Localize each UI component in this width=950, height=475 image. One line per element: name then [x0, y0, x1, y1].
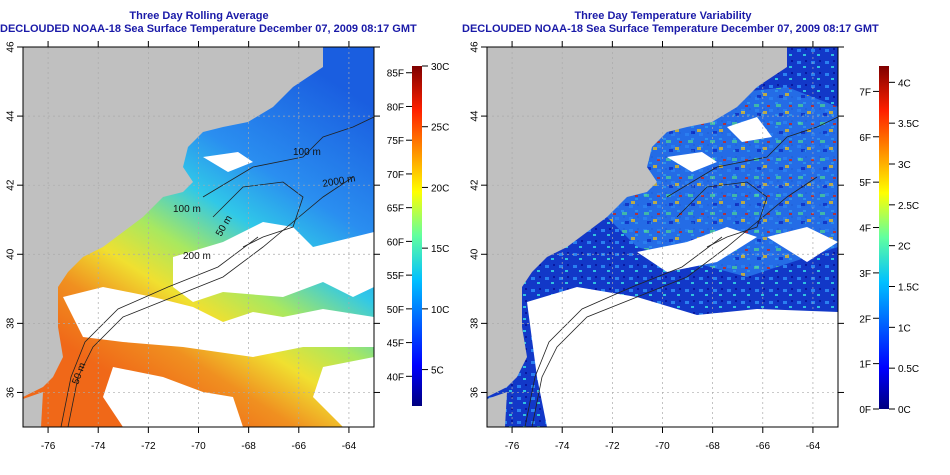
colorbar-label-fahrenheit: 2F: [859, 314, 871, 325]
colorbar-label-celsius: 0.5C: [898, 364, 919, 375]
lat-tick-label: 44: [470, 110, 481, 122]
colorbar-label-celsius: 5C: [431, 366, 444, 377]
lat-tick-label: 42: [6, 179, 17, 191]
colorbar-label-fahrenheit: 70F: [387, 170, 404, 181]
colorbar: [879, 66, 889, 409]
colorbar-label-fahrenheit: 60F: [387, 237, 404, 248]
lon-tick-label: -68: [705, 441, 720, 452]
land: [487, 47, 787, 397]
lat-tick-label: 46: [6, 41, 17, 53]
contour-label: 100 m: [293, 147, 321, 158]
cloud-mask: [63, 287, 374, 357]
depth-contour: [212, 181, 304, 248]
lat-tick-label: 42: [470, 179, 481, 191]
cloud-mask: [527, 287, 838, 427]
colorbar-label-fahrenheit: 65F: [387, 204, 404, 215]
colorbar-label-fahrenheit: 3F: [859, 269, 871, 280]
lon-tick-label: -66: [292, 441, 307, 452]
colorbar-label-celsius: 2.5C: [898, 201, 919, 212]
colorbar-label-fahrenheit: 75F: [387, 136, 404, 147]
colorbar-label-celsius: 15C: [431, 244, 449, 255]
lat-tick-label: 44: [6, 110, 17, 122]
colorbar-label-fahrenheit: 1F: [859, 360, 871, 371]
depth-contour: [202, 116, 375, 198]
land: [487, 392, 507, 427]
cloud-mask: [173, 222, 374, 302]
colorbar-label-celsius: 1C: [898, 323, 911, 334]
lat-tick-label: 46: [470, 41, 481, 53]
lon-tick-label: -72: [141, 441, 156, 452]
colorbar-label-celsius: 30C: [431, 62, 449, 73]
lat-tick-label: 38: [470, 317, 481, 329]
lat-tick-label: 38: [6, 317, 17, 329]
colorbar-label-celsius: 20C: [431, 183, 449, 194]
colorbar-label-celsius: 25C: [431, 123, 449, 134]
lon-tick-label: -68: [241, 441, 256, 452]
colorbar-label-celsius: 4C: [898, 78, 911, 89]
left-title: Three Day Rolling Average: [129, 10, 269, 22]
lat-tick-label: 40: [470, 248, 481, 260]
depth-contour: [676, 181, 768, 248]
contour-label: 100 m: [173, 204, 201, 215]
lon-tick-label: -70: [655, 441, 670, 452]
colorbar-label-fahrenheit: 6F: [859, 133, 871, 144]
colorbar-label-celsius: 0C: [898, 405, 911, 416]
depth-contour: [524, 236, 723, 428]
depth-contour: [60, 236, 259, 428]
colorbar-label-fahrenheit: 45F: [387, 339, 404, 350]
lon-tick-label: -64: [342, 441, 357, 452]
colorbar: [412, 66, 422, 406]
colorbar-label-celsius: 2C: [898, 242, 911, 253]
colorbar-label-fahrenheit: 4F: [859, 224, 871, 235]
lon-tick-label: -74: [91, 441, 106, 452]
cloud-mask: [203, 152, 253, 172]
colorbar-label-fahrenheit: 55F: [387, 271, 404, 282]
colorbar-label-fahrenheit: 80F: [387, 102, 404, 113]
colorbar-label-celsius: 10C: [431, 305, 449, 316]
colorbar-label-fahrenheit: 7F: [859, 87, 871, 98]
colorbar-label-fahrenheit: 5F: [859, 178, 871, 189]
colorbar-label-celsius: 3.5C: [898, 119, 919, 130]
colorbar-label-fahrenheit: 40F: [387, 372, 404, 383]
depth-contour: [666, 116, 839, 198]
cloud-mask: [103, 367, 243, 427]
lon-tick-label: -64: [806, 441, 821, 452]
cloud-mask: [667, 152, 717, 172]
depth-contour: [531, 176, 818, 428]
depth-contour: [67, 176, 354, 428]
lon-tick-label: -74: [555, 441, 570, 452]
lon-tick-label: -76: [505, 441, 520, 452]
cloud-mask: [767, 227, 838, 262]
colorbar-label-celsius: 1.5C: [898, 283, 919, 294]
right-title: Three Day Temperature Variability: [574, 10, 752, 22]
colorbar-label-fahrenheit: 50F: [387, 305, 404, 316]
colorbar-label-fahrenheit: 0F: [859, 405, 871, 416]
cloud-mask: [313, 357, 374, 427]
lon-tick-label: -76: [41, 441, 56, 452]
cloud-mask: [727, 117, 772, 142]
right-subtitle: DECLOUDED NOAA-18 Sea Surface Temperatur…: [462, 23, 879, 35]
variability-map: -76 -74 -72 -70 -68 -66 -64 46 44 42 40 38 36 4C 3.5C 3…: [470, 41, 919, 452]
contour-label: 200 m: [183, 251, 211, 262]
land: [23, 47, 323, 397]
lon-tick-label: -70: [191, 441, 206, 452]
colorbar-label-celsius: 3C: [898, 160, 911, 171]
cloud-mask: [637, 227, 757, 272]
lon-tick-label: -72: [605, 441, 620, 452]
lat-tick-label: 40: [6, 248, 17, 260]
lat-tick-label: 36: [6, 386, 17, 398]
land: [23, 392, 43, 427]
left-subtitle: DECLOUDED NOAA-18 Sea Surface Temperatur…: [0, 23, 417, 35]
lon-tick-label: -66: [756, 441, 771, 452]
lat-tick-label: 36: [470, 386, 481, 398]
colorbar-label-fahrenheit: 85F: [387, 69, 404, 80]
